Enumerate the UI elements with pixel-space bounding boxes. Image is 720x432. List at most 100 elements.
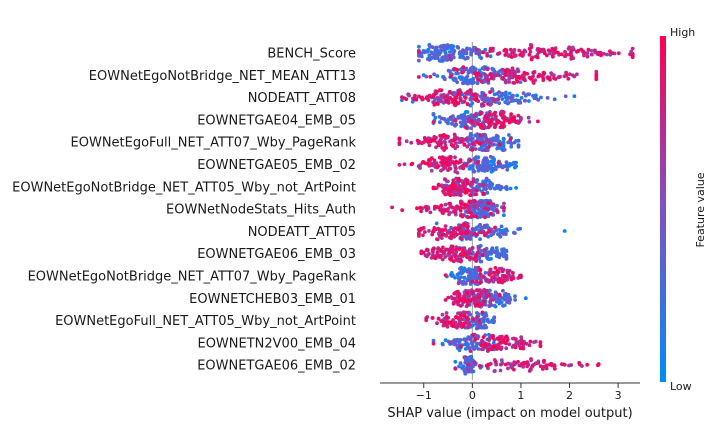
shap-point (506, 270, 510, 275)
x-tick-label: 1 (517, 389, 524, 402)
shap-point (468, 349, 473, 353)
shap-point (556, 50, 560, 55)
shap-point (400, 208, 405, 213)
shap-point (485, 191, 490, 195)
shap-point (441, 189, 445, 194)
shap-point (477, 245, 482, 250)
shap-point (466, 325, 470, 330)
shap-point (505, 336, 510, 341)
shap-point (516, 144, 521, 149)
shap-point (473, 265, 478, 270)
shap-point (499, 345, 504, 350)
shap-point (498, 142, 502, 147)
shap-point (508, 136, 513, 141)
shap-point (456, 300, 461, 304)
shap-point (421, 160, 426, 164)
shap-point (498, 112, 503, 117)
feature-label: EOWNetEgoFull_NET_ATT05_Wby_not_ArtPoint (55, 314, 356, 329)
shap-point (500, 269, 505, 274)
shap-point (468, 251, 472, 256)
shap-point (471, 163, 475, 168)
shap-point (495, 273, 500, 277)
shap-point (446, 120, 450, 125)
shap-point (443, 224, 448, 229)
shap-point (448, 210, 452, 215)
shap-point (475, 178, 480, 182)
shap-point (461, 249, 465, 253)
shap-point (409, 140, 414, 145)
shap-point (487, 145, 491, 149)
shap-point (559, 52, 564, 57)
shap-point (477, 224, 482, 228)
shap-point (483, 302, 488, 307)
shap-point (470, 227, 475, 231)
shap-point (444, 98, 449, 103)
shap-point (465, 81, 470, 86)
shap-point (458, 208, 463, 213)
shap-point (492, 319, 497, 324)
shap-point (463, 125, 468, 130)
shap-point (488, 299, 493, 303)
shap-point (451, 324, 455, 328)
feature-row-dots (431, 109, 540, 131)
shap-point (457, 278, 462, 282)
shap-point (476, 347, 481, 351)
shap-point (454, 166, 458, 171)
shap-point (435, 74, 440, 78)
shap-point (459, 236, 464, 241)
shap-point (470, 148, 475, 152)
shap-point (492, 315, 497, 320)
shap-point (446, 168, 450, 173)
shap-point (468, 66, 473, 71)
shap-point (503, 68, 508, 73)
shap-point (492, 344, 496, 349)
shap-point (512, 140, 517, 145)
shap-point (572, 94, 577, 99)
shap-point (542, 51, 547, 56)
shap-point (453, 226, 457, 231)
shap-point (404, 97, 409, 102)
shap-point (463, 95, 468, 100)
shap-point (585, 54, 590, 59)
shap-point (482, 316, 486, 321)
shap-point (477, 294, 482, 299)
shap-point (476, 77, 480, 82)
shap-point (481, 209, 486, 213)
shap-point (456, 176, 461, 181)
shap-point (467, 322, 472, 327)
shap-point (491, 333, 495, 338)
shap-point (443, 192, 448, 197)
shap-point (453, 99, 458, 103)
shap-point (465, 210, 470, 215)
shap-point (440, 312, 445, 317)
shap-point (509, 365, 514, 369)
shap-point (502, 209, 506, 213)
shap-point (487, 124, 491, 129)
shap-point (436, 317, 441, 321)
shap-point (542, 71, 547, 76)
shap-point (551, 54, 555, 59)
shap-point (453, 366, 458, 371)
shap-point (513, 294, 517, 299)
shap-point (471, 81, 475, 85)
shap-point (428, 210, 433, 215)
shap-point (477, 319, 482, 323)
shap-point (431, 247, 435, 252)
shap-point (465, 144, 470, 149)
shap-point (447, 89, 452, 94)
shap-point (567, 52, 572, 57)
shap-point (475, 311, 479, 315)
shap-point (440, 209, 445, 214)
shap-point (417, 50, 421, 54)
shap-point (487, 229, 491, 234)
shap-point (536, 74, 541, 79)
shap-point (589, 52, 594, 57)
shap-point (499, 300, 504, 305)
shap-point (483, 148, 487, 153)
shap-point (491, 279, 496, 284)
shap-point (470, 342, 474, 346)
shap-point (430, 51, 434, 56)
shap-point (460, 137, 465, 141)
shap-point (412, 97, 417, 102)
shap-point (444, 186, 448, 191)
